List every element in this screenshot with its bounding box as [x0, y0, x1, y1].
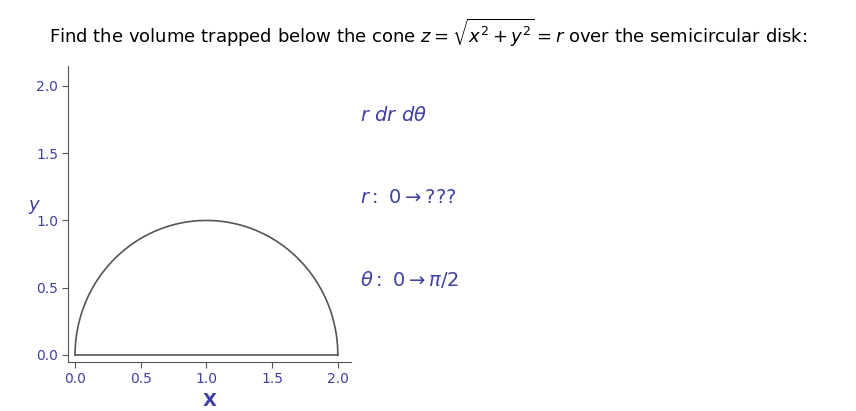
Y-axis label: y: y	[28, 196, 39, 214]
Text: Find the volume trapped below the cone $z = \sqrt{x^2 + y^2} = r$ over the semic: Find the volume trapped below the cone $…	[49, 16, 807, 49]
Text: $\theta:\  0 \rightarrow \pi/2$: $\theta:\ 0 \rightarrow \pi/2$	[360, 269, 458, 290]
X-axis label: X: X	[203, 392, 217, 410]
Text: $r\ dr\ d\theta$: $r\ dr\ d\theta$	[360, 106, 426, 125]
Text: $r:\  0 \rightarrow???$: $r:\ 0 \rightarrow???$	[360, 188, 456, 207]
